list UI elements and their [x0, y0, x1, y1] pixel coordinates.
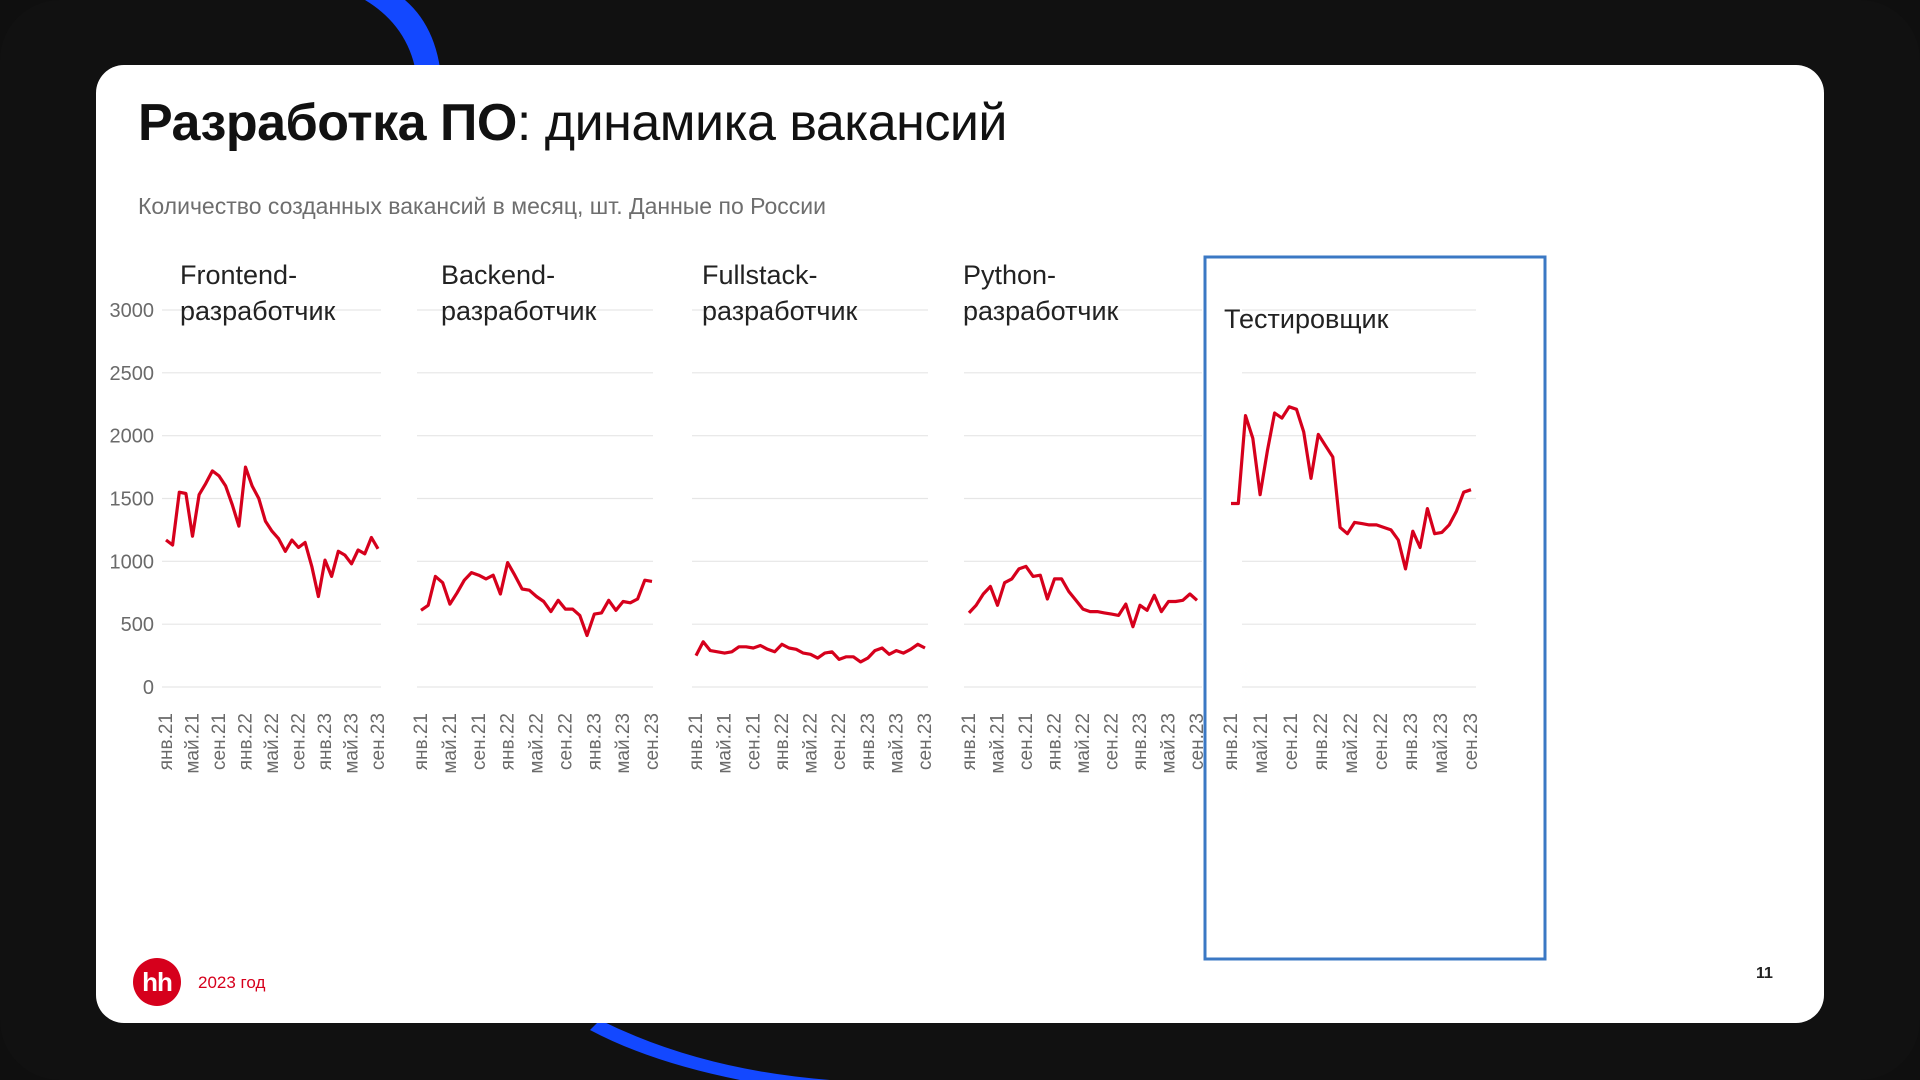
chart-title-line: Backend-: [441, 260, 555, 290]
chart-panel-1: 3000 2500 2000 1500 1000 500 0 Frontend-разрабо…: [110, 260, 390, 774]
chart-title-line: разработчик: [441, 296, 597, 326]
slide: Разработка ПО: динамика вакансий Количес…: [96, 65, 1824, 1023]
highlight-box: [1203, 255, 1547, 961]
x-tick-label: май.21: [440, 713, 461, 774]
y-tick-label: 1000: [110, 551, 155, 573]
x-tick-label: май.22: [801, 713, 822, 774]
x-tick-label: янв.22: [1045, 713, 1066, 770]
x-tick-label: май.23: [613, 713, 634, 774]
x-tick-label: сен.22: [555, 713, 576, 770]
x-tick-label: май.21: [715, 713, 736, 774]
footer-year: 2023 год: [198, 973, 266, 992]
title-bold: Разработка ПО: [138, 94, 517, 152]
hh-logo: hh: [133, 958, 181, 1006]
y-tick-label: 3000: [110, 300, 155, 322]
chart-panel-3: Fullstack-разработчик янв.21 май.21 сен.21 я…: [686, 260, 936, 774]
x-tick-label: май.22: [527, 713, 548, 774]
x-tick-label: сен.23: [368, 713, 389, 770]
x-tick-label: май.23: [1431, 713, 1452, 774]
x-tick-label: май.23: [1159, 713, 1180, 774]
y-tick-label: 500: [121, 614, 154, 636]
x-tick-label: май.21: [988, 713, 1009, 774]
chart-panel-4: Python-разработчик янв.21 май.21 сен.21 янв.…: [959, 260, 1208, 774]
x-tick-label: май.22: [1073, 713, 1094, 774]
x-tick-label: янв.23: [1130, 713, 1151, 770]
x-tick-label: янв.23: [1401, 713, 1422, 770]
y-tick-label: 2500: [110, 363, 155, 385]
x-tick-label: янв.23: [858, 713, 879, 770]
chart-title-line: Frontend-: [180, 260, 297, 290]
x-tick-label: сен.21: [1281, 713, 1302, 770]
slide-subtitle: Количество созданных вакансий в месяц, ш…: [138, 193, 826, 219]
x-tick-label: сен.22: [829, 713, 850, 770]
x-tick-label: янв.21: [156, 713, 177, 770]
x-tick-label: май.22: [262, 713, 283, 774]
slide-title: Разработка ПО: динамика вакансий: [138, 93, 1007, 153]
x-tick-label: сен.21: [1016, 713, 1037, 770]
series-line: [694, 640, 926, 664]
chart-title-line: разработчик: [180, 296, 336, 326]
x-tick-label: янв.22: [772, 713, 793, 770]
small-multiples-charts: 3000 2500 2000 1500 1000 500 0 Frontend-разрабо…: [110, 255, 1547, 961]
x-tick-label: янв.22: [498, 713, 519, 770]
chart-panel-5: Тестировщик янв.21 май.21 сен.21 янв.22 май.2…: [1203, 255, 1547, 961]
y-tick-label: 2000: [110, 426, 155, 448]
chart-panel-2: Backend-разработчик янв.21 май.21 сен.21 янв…: [411, 260, 663, 774]
x-tick-label: янв.22: [236, 713, 257, 770]
chart-title-line: разработчик: [702, 296, 858, 326]
x-tick-label: янв.23: [315, 713, 336, 770]
x-tick-label: сен.23: [642, 713, 663, 770]
x-tick-label: май.22: [1341, 713, 1362, 774]
x-tick-label: май.21: [183, 713, 204, 774]
chart-title-line: разработчик: [963, 296, 1119, 326]
title-rest: : динамика вакансий: [516, 94, 1008, 152]
x-tick-label: сен.23: [1461, 713, 1482, 770]
x-tick-label: сен.22: [289, 713, 310, 770]
x-tick-label: сен.23: [1187, 713, 1208, 770]
x-tick-label: май.23: [886, 713, 907, 774]
x-tick-label: сен.21: [743, 713, 764, 770]
accent-stripe-bottom: [590, 1020, 830, 1080]
page-number: 11: [1756, 965, 1773, 982]
series-line: [1231, 405, 1472, 571]
x-tick-label: янв.23: [584, 713, 605, 770]
x-tick-label: сен.22: [1102, 713, 1123, 770]
y-tick-label: 0: [143, 677, 154, 699]
x-tick-label: сен.21: [209, 713, 230, 770]
x-tick-label: янв.21: [1221, 713, 1242, 770]
x-tick-label: янв.22: [1311, 713, 1332, 770]
chart-title-line: Python-: [963, 260, 1056, 290]
series-line: [165, 465, 380, 599]
x-tick-label: янв.21: [411, 713, 432, 770]
x-tick-label: сен.23: [915, 713, 936, 770]
x-tick-label: май.21: [1251, 713, 1272, 774]
y-tick-label: 1500: [110, 489, 155, 511]
x-tick-label: сен.22: [1371, 713, 1392, 770]
chart-title-line: Fullstack-: [702, 260, 818, 290]
chart-title-line: Тестировщик: [1224, 304, 1389, 334]
x-tick-label: янв.21: [959, 713, 980, 770]
series-line: [967, 564, 1199, 629]
series-line: [420, 561, 653, 638]
x-tick-label: янв.21: [686, 713, 707, 770]
x-tick-label: сен.21: [469, 713, 490, 770]
x-tick-label: май.23: [342, 713, 363, 774]
